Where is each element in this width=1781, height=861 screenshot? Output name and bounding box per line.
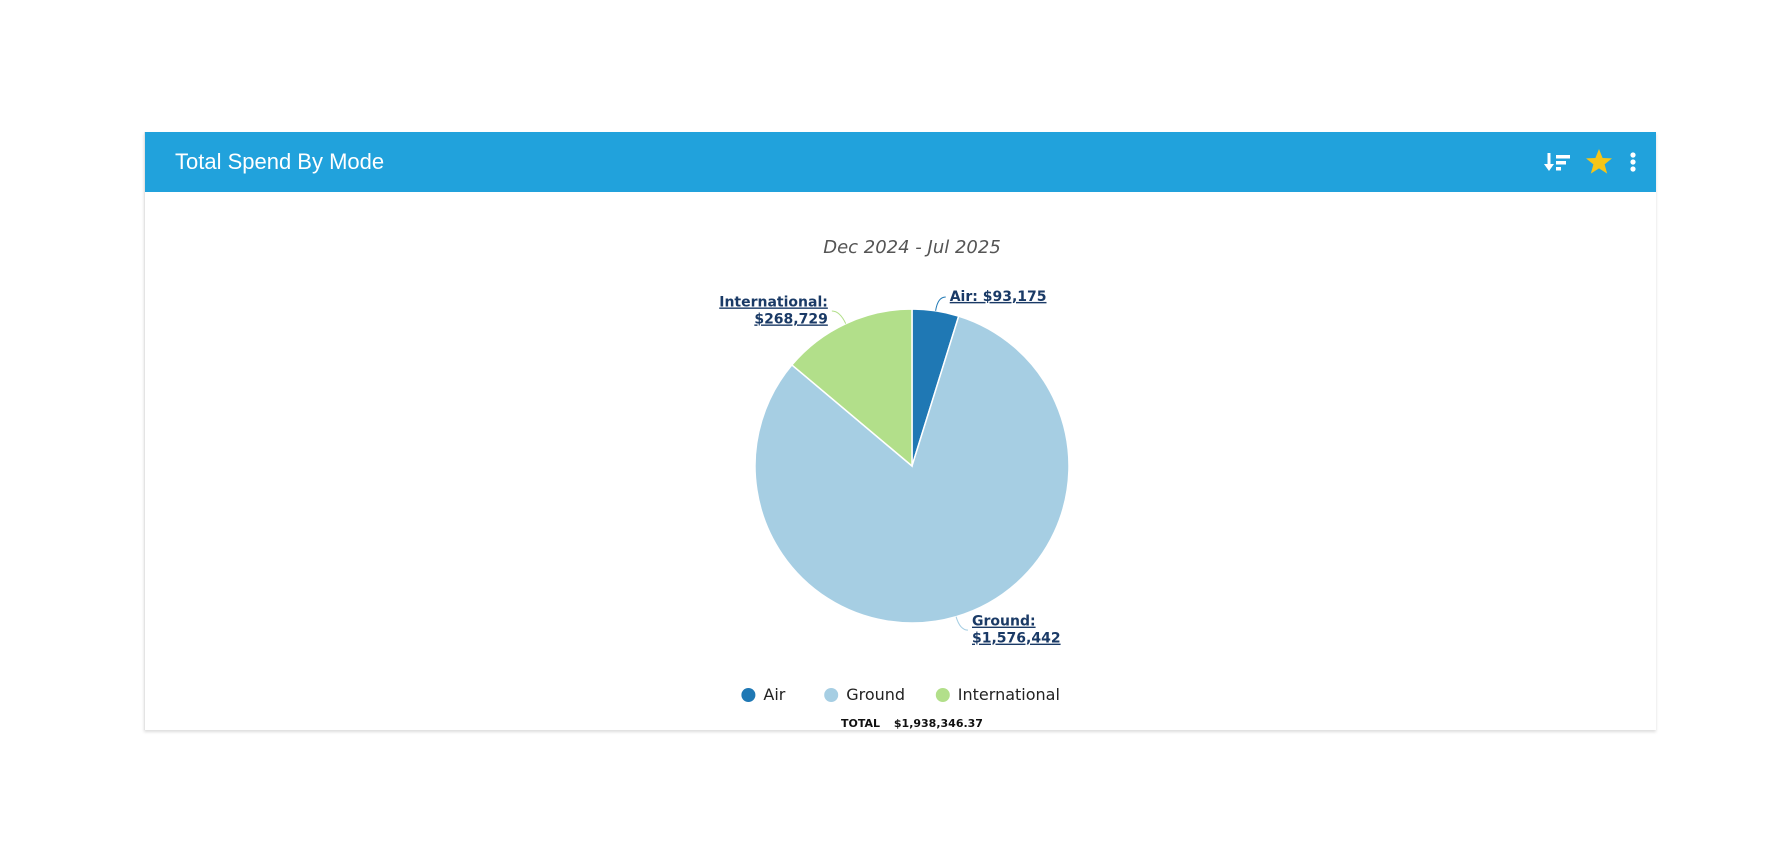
total-value: $1,938,346.37 (894, 717, 983, 730)
legend-item-air[interactable]: Air (741, 685, 786, 704)
sort-icon[interactable] (1541, 146, 1573, 178)
legend-marker-ground (824, 688, 839, 702)
legend-label-ground: Ground (846, 685, 905, 704)
label-connector-ground (955, 616, 969, 631)
more-vertical-icon[interactable] (1621, 146, 1645, 178)
data-label-international: International: $268,729 (719, 294, 828, 327)
star-icon[interactable] (1583, 146, 1615, 178)
widget-title: Total Spend By Mode (175, 149, 385, 174)
label-connector-international (831, 310, 847, 324)
data-labels: Air: $93,175 Ground: $1,576,442 Internation… (719, 289, 1060, 647)
chart-legend: Air Ground International (741, 685, 1060, 704)
label-connector-air (935, 296, 946, 311)
widget-header: Total Spend By Mode (145, 132, 1656, 192)
data-label-ground: Ground: $1,576,442 (972, 614, 1061, 647)
legend-label-international: International (958, 685, 1060, 704)
legend-label-air: Air (763, 685, 785, 704)
data-label-air: Air: $93,175 (950, 289, 1047, 305)
legend-item-international[interactable]: International (935, 685, 1060, 704)
chart-widget: Total Spend By Mode Dec 2024 - Ju (144, 132, 1656, 730)
pie-slice-ground[interactable] (754, 315, 1070, 624)
chart-subtitle: Dec 2024 - Jul 2025 (823, 237, 1001, 258)
legend-marker-air (741, 688, 756, 702)
legend-item-ground[interactable]: Ground (824, 685, 905, 704)
pie-chart: Dec 2024 - Jul 2025 Air: $93,175 Ground: $… (719, 237, 1070, 730)
total-label: TOTAL (841, 717, 880, 730)
pie-slices (754, 308, 1070, 624)
legend-marker-international (935, 688, 950, 702)
chart-total: TOTAL $1,938,346.37 (841, 717, 983, 730)
